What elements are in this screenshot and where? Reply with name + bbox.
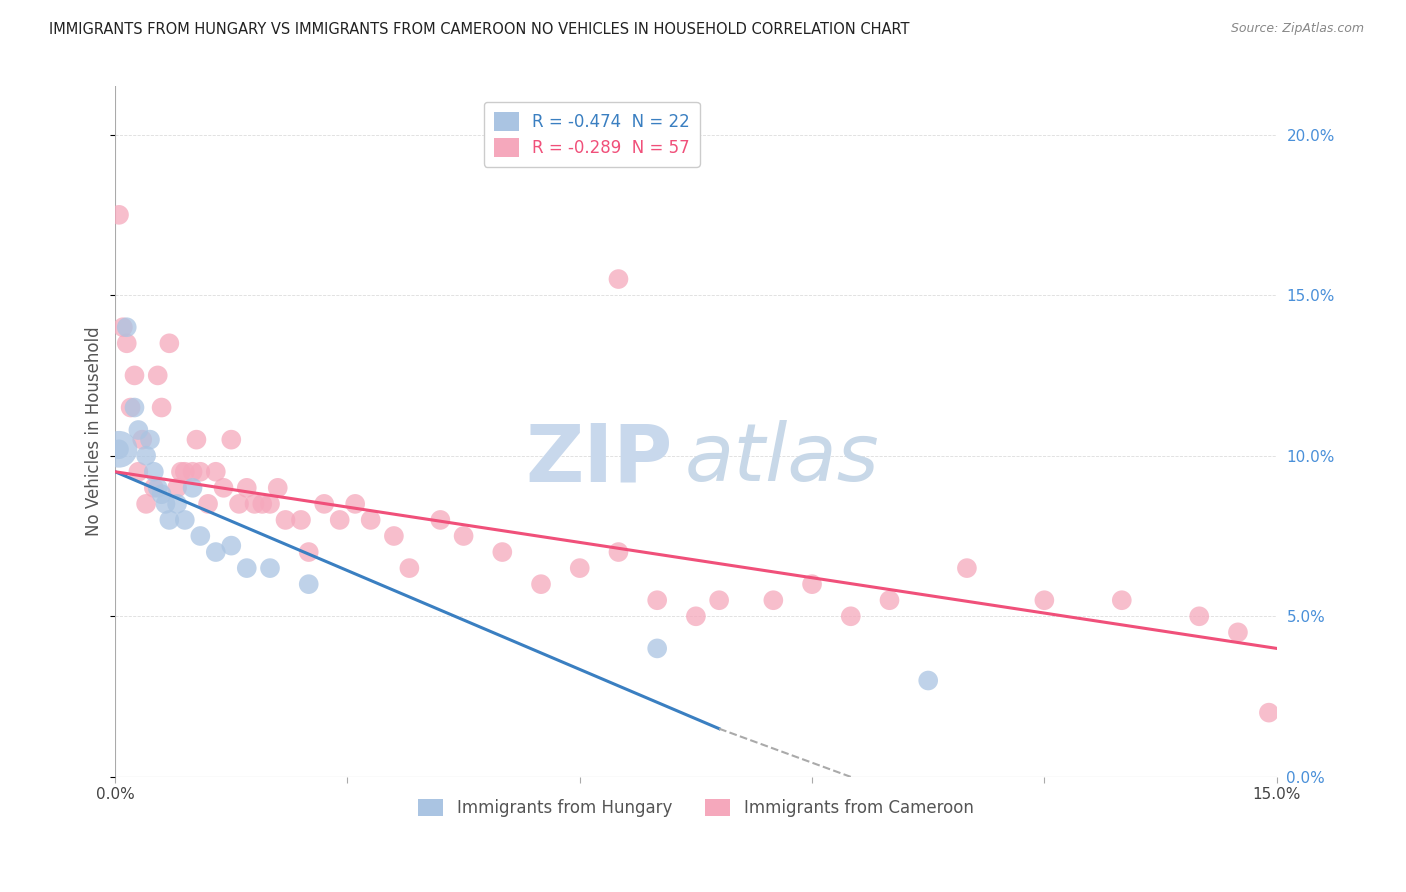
- Point: [166, 497, 188, 511]
- Point: [956, 561, 979, 575]
- Point: [298, 545, 321, 559]
- Point: [135, 449, 157, 463]
- Point: [491, 545, 513, 559]
- Point: [360, 513, 382, 527]
- Point: [1188, 609, 1211, 624]
- Point: [155, 497, 177, 511]
- Point: [382, 529, 405, 543]
- Point: [707, 593, 730, 607]
- Point: [157, 513, 180, 527]
- Point: [108, 442, 131, 457]
- Point: [645, 593, 668, 607]
- Point: [204, 545, 226, 559]
- Point: [108, 442, 131, 457]
- Point: [801, 577, 824, 591]
- Point: [329, 513, 352, 527]
- Point: [314, 497, 336, 511]
- Point: [685, 609, 707, 624]
- Point: [259, 561, 281, 575]
- Point: [188, 529, 211, 543]
- Point: [181, 481, 204, 495]
- Point: [150, 487, 173, 501]
- Point: [124, 401, 146, 415]
- Point: [762, 593, 785, 607]
- Point: [219, 433, 242, 447]
- Point: [398, 561, 420, 575]
- Point: [1226, 625, 1249, 640]
- Point: [150, 401, 173, 415]
- Point: [188, 465, 211, 479]
- Text: ZIP: ZIP: [526, 420, 672, 499]
- Point: [146, 368, 169, 383]
- Point: [108, 208, 131, 222]
- Point: [120, 401, 142, 415]
- Point: [142, 481, 165, 495]
- Point: [429, 513, 451, 527]
- Point: [127, 465, 149, 479]
- Point: [115, 336, 138, 351]
- Point: [170, 465, 193, 479]
- Point: [181, 465, 204, 479]
- Point: [267, 481, 290, 495]
- Point: [530, 577, 553, 591]
- Point: [1033, 593, 1056, 607]
- Point: [197, 497, 219, 511]
- Point: [1258, 706, 1281, 720]
- Point: [173, 513, 195, 527]
- Point: [453, 529, 475, 543]
- Point: [228, 497, 250, 511]
- Point: [274, 513, 297, 527]
- Point: [879, 593, 901, 607]
- Text: atlas: atlas: [685, 420, 879, 499]
- Point: [173, 465, 195, 479]
- Point: [290, 513, 312, 527]
- Point: [607, 272, 630, 286]
- Point: [236, 561, 259, 575]
- Point: [607, 545, 630, 559]
- Point: [212, 481, 235, 495]
- Point: [111, 320, 134, 334]
- Point: [166, 481, 188, 495]
- Point: [259, 497, 281, 511]
- Y-axis label: No Vehicles in Household: No Vehicles in Household: [86, 326, 103, 536]
- Point: [204, 465, 226, 479]
- Point: [146, 481, 169, 495]
- Point: [157, 336, 180, 351]
- Point: [568, 561, 591, 575]
- Point: [917, 673, 939, 688]
- Point: [131, 433, 153, 447]
- Text: Source: ZipAtlas.com: Source: ZipAtlas.com: [1230, 22, 1364, 36]
- Point: [142, 465, 165, 479]
- Point: [344, 497, 367, 511]
- Point: [115, 320, 138, 334]
- Point: [127, 423, 149, 437]
- Point: [243, 497, 266, 511]
- Point: [298, 577, 321, 591]
- Point: [236, 481, 259, 495]
- Legend: Immigrants from Hungary, Immigrants from Cameroon: Immigrants from Hungary, Immigrants from…: [412, 792, 980, 824]
- Point: [186, 433, 208, 447]
- Point: [219, 539, 242, 553]
- Point: [645, 641, 668, 656]
- Text: IMMIGRANTS FROM HUNGARY VS IMMIGRANTS FROM CAMEROON NO VEHICLES IN HOUSEHOLD COR: IMMIGRANTS FROM HUNGARY VS IMMIGRANTS FR…: [49, 22, 910, 37]
- Point: [252, 497, 274, 511]
- Point: [135, 497, 157, 511]
- Point: [839, 609, 862, 624]
- Point: [124, 368, 146, 383]
- Point: [1111, 593, 1133, 607]
- Point: [139, 433, 162, 447]
